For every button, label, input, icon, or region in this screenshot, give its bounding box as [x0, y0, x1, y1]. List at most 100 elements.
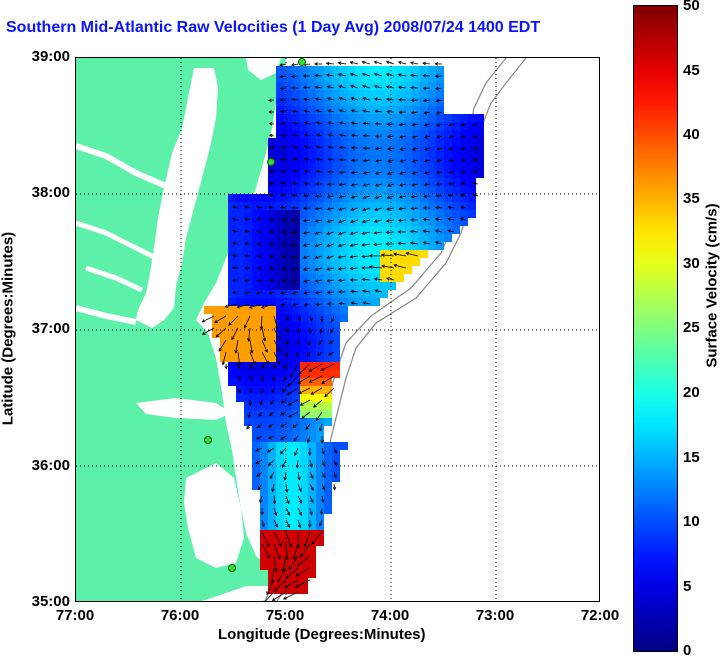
- velocity-cell: [268, 402, 276, 410]
- velocity-cell: [404, 74, 412, 82]
- velocity-cell: [332, 170, 340, 178]
- velocity-vector: [305, 423, 311, 430]
- velocity-cell: [364, 298, 372, 306]
- velocity-arrowhead: [386, 134, 391, 139]
- velocity-cell: [388, 170, 396, 178]
- velocity-vector: [244, 206, 251, 209]
- velocity-cell: [404, 138, 412, 146]
- velocity-cell: [284, 538, 292, 546]
- velocity-arrowhead: [298, 488, 302, 492]
- velocity-arrowhead: [397, 218, 402, 223]
- velocity-cell: [340, 234, 348, 242]
- velocity-cell: [268, 482, 276, 490]
- velocity-vector: [309, 459, 313, 467]
- velocity-cell: [236, 218, 244, 226]
- velocity-cell: [300, 138, 308, 146]
- velocity-cell: [396, 242, 404, 250]
- velocity-cell: [268, 514, 276, 522]
- velocity-cell: [260, 218, 268, 226]
- velocity-vector: [304, 182, 311, 185]
- velocity-cell: [252, 258, 260, 266]
- velocity-vector: [285, 531, 292, 548]
- velocity-cell: [364, 114, 372, 122]
- velocity-cell: [236, 282, 244, 290]
- velocity-vector: [319, 423, 323, 431]
- velocity-cell: [324, 442, 332, 450]
- velocity-cell: [444, 202, 452, 210]
- velocity-vector: [326, 243, 335, 247]
- velocity-arrowhead: [228, 322, 232, 326]
- velocity-vector: [273, 327, 280, 341]
- velocity-cell: [308, 418, 316, 426]
- velocity-vector: [297, 507, 302, 516]
- velocity-cell: [300, 234, 308, 242]
- velocity-cell: [252, 418, 260, 426]
- velocity-cell: [420, 210, 428, 218]
- velocity-cell: [340, 106, 348, 114]
- radar-station-marker[interactable]: [298, 58, 306, 66]
- velocity-arrowhead: [256, 473, 260, 477]
- velocity-cell: [308, 186, 316, 194]
- velocity-arrowhead: [280, 400, 285, 404]
- velocity-arrowhead: [349, 61, 354, 65]
- velocity-vector: [374, 231, 383, 234]
- velocity-cell: [460, 146, 468, 154]
- velocity-vector: [393, 253, 407, 257]
- velocity-cell: [348, 90, 356, 98]
- radar-station-marker[interactable]: [204, 436, 212, 444]
- velocity-cell: [380, 242, 388, 250]
- velocity-arrowhead: [362, 109, 367, 113]
- velocity-vector: [285, 567, 299, 579]
- velocity-cell: [268, 522, 276, 530]
- velocity-cell: [300, 194, 308, 202]
- velocity-cell: [284, 322, 292, 330]
- velocity-vector: [350, 267, 359, 269]
- velocity-cell: [244, 354, 252, 362]
- velocity-vector: [399, 195, 407, 198]
- velocity-cell: [436, 162, 444, 170]
- velocity-cell: [268, 530, 276, 538]
- velocity-vector: [249, 351, 256, 365]
- velocity-cell: [292, 210, 300, 218]
- velocity-cell: [332, 258, 340, 266]
- velocity-vector: [301, 411, 311, 419]
- velocity-cell: [324, 138, 332, 146]
- velocity-map[interactable]: [75, 57, 600, 602]
- velocity-cell: [340, 314, 348, 322]
- velocity-arrowhead: [398, 98, 402, 102]
- velocity-cell: [252, 458, 260, 466]
- velocity-cell: [308, 330, 316, 338]
- velocity-cell: [300, 178, 308, 186]
- velocity-vector: [318, 339, 323, 345]
- velocity-cell: [284, 570, 292, 578]
- velocity-cell: [332, 442, 340, 450]
- velocity-cell: [284, 562, 292, 570]
- velocity-cell: [460, 170, 468, 178]
- velocity-arrowhead: [256, 217, 261, 222]
- velocity-cell: [252, 218, 260, 226]
- velocity-cell: [292, 298, 300, 306]
- velocity-cell: [260, 210, 268, 218]
- radar-station-marker[interactable]: [228, 564, 236, 572]
- velocity-cell: [308, 170, 316, 178]
- velocity-cell: [260, 370, 268, 378]
- velocity-cell: [260, 290, 268, 298]
- velocity-arrowhead: [410, 206, 415, 211]
- radar-station-marker[interactable]: [267, 158, 275, 166]
- velocity-cell: [252, 338, 260, 346]
- velocity-cell: [276, 194, 284, 202]
- velocity-cell: [260, 298, 268, 306]
- velocity-vector: [292, 279, 299, 283]
- velocity-arrowhead: [269, 266, 274, 271]
- velocity-vector: [339, 109, 347, 113]
- velocity-cell: [308, 226, 316, 234]
- velocity-cell: [348, 154, 356, 162]
- velocity-arrowhead: [327, 133, 332, 137]
- velocity-arrowhead: [393, 252, 397, 257]
- velocity-cell: [380, 82, 388, 90]
- velocity-cell: [252, 322, 260, 330]
- velocity-cell: [324, 458, 332, 466]
- velocity-cell: [276, 242, 284, 250]
- velocity-cell: [412, 130, 420, 138]
- velocity-cell: [340, 146, 348, 154]
